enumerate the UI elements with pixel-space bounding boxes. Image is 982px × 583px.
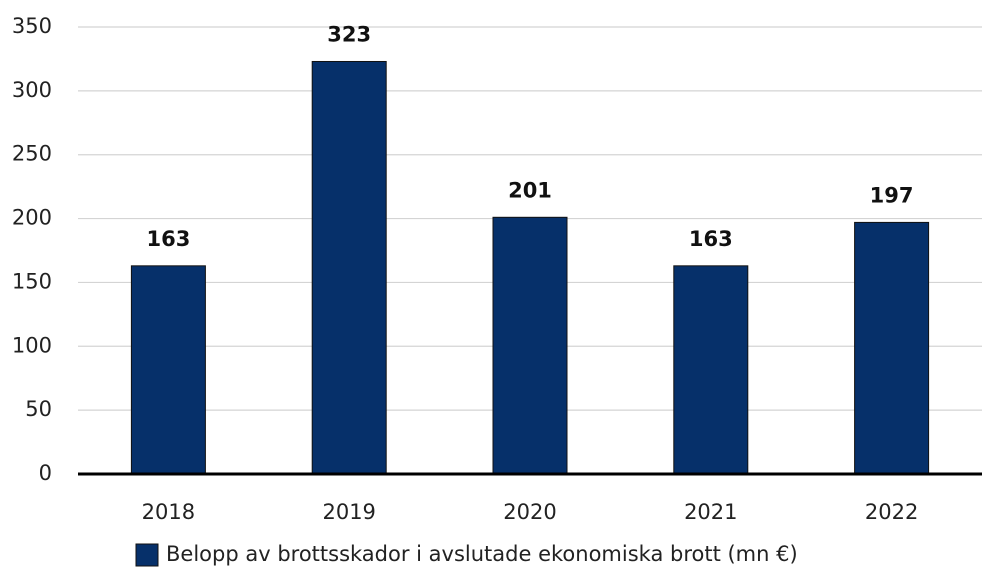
bar [854,221,930,475]
y-tick-label: 100 [12,333,52,357]
value-label: 163 [689,227,733,251]
value-label: 163 [146,227,190,251]
bar [673,265,749,475]
y-tick-label: 50 [25,397,52,421]
value-label: 201 [508,178,552,202]
value-label: 323 [327,22,371,46]
y-tick-label: 300 [12,78,52,102]
bar [130,265,206,475]
x-tick-label: 2021 [684,500,737,524]
y-tick-label: 250 [12,142,52,166]
y-tick-label: 200 [12,206,52,230]
y-tick-label: 150 [12,269,52,293]
x-tick-label: 2020 [503,500,556,524]
x-tick-label: 2019 [322,500,375,524]
y-tick-label: 350 [12,14,52,38]
legend-swatch [135,543,159,567]
bar [311,60,387,475]
value-label: 197 [870,183,914,207]
bar [492,216,568,475]
x-tick-label: 2022 [865,500,918,524]
legend-label: Belopp av brottsskador i avslutade ekono… [166,542,798,566]
y-tick-label: 0 [39,461,52,485]
x-tick-label: 2018 [142,500,195,524]
